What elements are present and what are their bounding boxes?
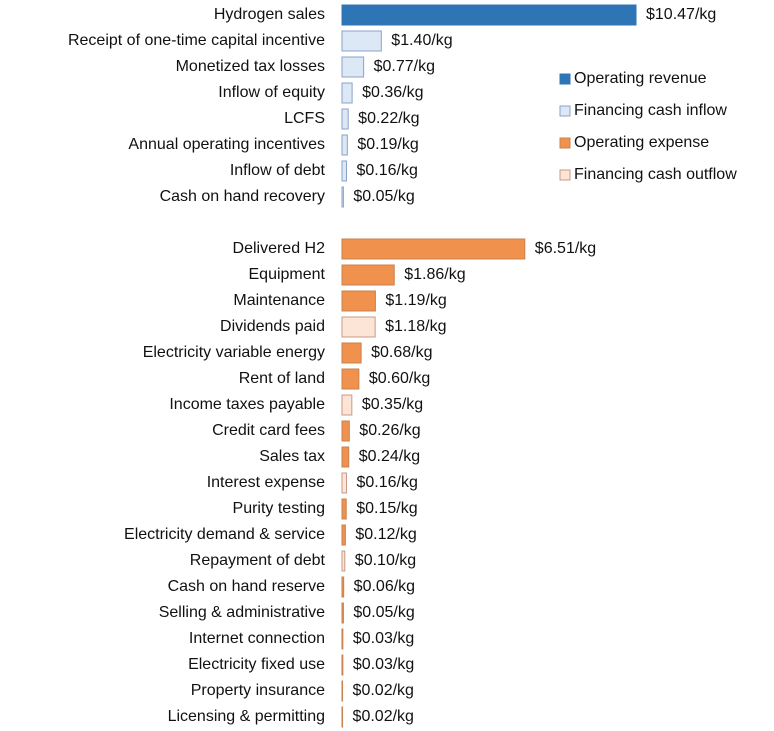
value-label: $0.26/kg (359, 422, 420, 439)
bar (341, 56, 365, 78)
value-label: $1.86/kg (404, 266, 465, 283)
value-label: $0.03/kg (353, 656, 414, 673)
bar (341, 498, 347, 520)
bar (341, 680, 344, 702)
category-label: Delivered H2 (233, 240, 326, 257)
bar (341, 134, 348, 156)
value-label: $0.68/kg (371, 344, 432, 361)
value-label: $1.19/kg (385, 292, 446, 309)
value-label: $1.40/kg (391, 32, 452, 49)
value-label: $0.77/kg (374, 58, 435, 75)
bar (341, 550, 346, 572)
category-label: Annual operating incentives (128, 136, 325, 153)
category-label: Income taxes payable (169, 396, 325, 413)
value-label: $1.18/kg (385, 318, 446, 335)
category-label: Interest expense (207, 474, 325, 491)
value-label: $0.36/kg (362, 84, 423, 101)
value-label: $0.03/kg (353, 630, 414, 647)
bar (341, 342, 362, 364)
category-label: Inflow of equity (218, 84, 325, 101)
bar (341, 82, 353, 104)
legend-label: Operating revenue (574, 70, 707, 87)
category-label: Receipt of one-time capital incentive (68, 32, 325, 49)
category-label: Electricity fixed use (188, 656, 325, 673)
value-label: $0.16/kg (356, 162, 417, 179)
bar (341, 524, 346, 546)
category-label: Credit card fees (212, 422, 325, 439)
value-label: $0.16/kg (356, 474, 417, 491)
category-label: Property insurance (191, 682, 325, 699)
legend-swatch (559, 105, 571, 117)
value-label: $0.02/kg (353, 682, 414, 699)
value-label: $0.60/kg (369, 370, 430, 387)
value-label: $0.05/kg (353, 604, 414, 621)
category-label: Inflow of debt (230, 162, 326, 179)
bar (341, 264, 395, 286)
bar (341, 420, 350, 442)
bar (341, 316, 376, 338)
value-label: $0.19/kg (357, 136, 418, 153)
category-label: Licensing & permitting (168, 708, 325, 725)
bar (341, 654, 344, 676)
legend-label: Operating expense (574, 134, 709, 151)
bar (341, 368, 360, 390)
bar (341, 628, 344, 650)
legend-label: Financing cash inflow (574, 102, 727, 119)
category-label: Cash on hand recovery (160, 188, 325, 205)
legend-swatch (559, 169, 571, 181)
value-label: $10.47/kg (646, 6, 716, 23)
value-label: $0.15/kg (356, 500, 417, 517)
category-label: LCFS (284, 110, 325, 127)
category-label: Cash on hand reserve (168, 578, 326, 595)
legend-swatch (559, 137, 571, 149)
bar (341, 576, 345, 598)
bar (341, 290, 376, 312)
category-label: Monetized tax losses (176, 58, 325, 75)
bar (341, 108, 349, 130)
category-label: Purity testing (233, 500, 325, 517)
bar (341, 706, 344, 728)
category-label: Repayment of debt (190, 552, 326, 569)
category-label: Hydrogen sales (214, 6, 325, 23)
category-label: Electricity variable energy (143, 344, 325, 361)
category-label: Selling & administrative (159, 604, 325, 621)
value-label: $6.51/kg (535, 240, 596, 257)
category-label: Sales tax (259, 448, 325, 465)
value-label: $0.06/kg (354, 578, 415, 595)
category-label: Internet connection (189, 630, 325, 647)
bar (341, 472, 347, 494)
bar (341, 446, 350, 468)
category-label: Electricity demand & service (124, 526, 325, 543)
category-label: Dividends paid (220, 318, 325, 335)
legend-swatch (559, 73, 571, 85)
bar (341, 160, 347, 182)
value-label: $0.22/kg (358, 110, 419, 127)
category-label: Maintenance (233, 292, 325, 309)
value-label: $0.24/kg (359, 448, 420, 465)
category-label: Rent of land (239, 370, 325, 387)
bar (341, 394, 353, 416)
bar (341, 238, 526, 260)
value-label: $0.05/kg (353, 188, 414, 205)
bar (341, 602, 344, 624)
category-label: Equipment (249, 266, 326, 283)
value-label: $0.10/kg (355, 552, 416, 569)
legend-label: Financing cash outflow (574, 166, 737, 183)
bar (341, 4, 637, 26)
value-label: $0.02/kg (353, 708, 414, 725)
bar (341, 30, 382, 52)
value-label: $0.12/kg (355, 526, 416, 543)
value-label: $0.35/kg (362, 396, 423, 413)
bar (341, 186, 344, 208)
